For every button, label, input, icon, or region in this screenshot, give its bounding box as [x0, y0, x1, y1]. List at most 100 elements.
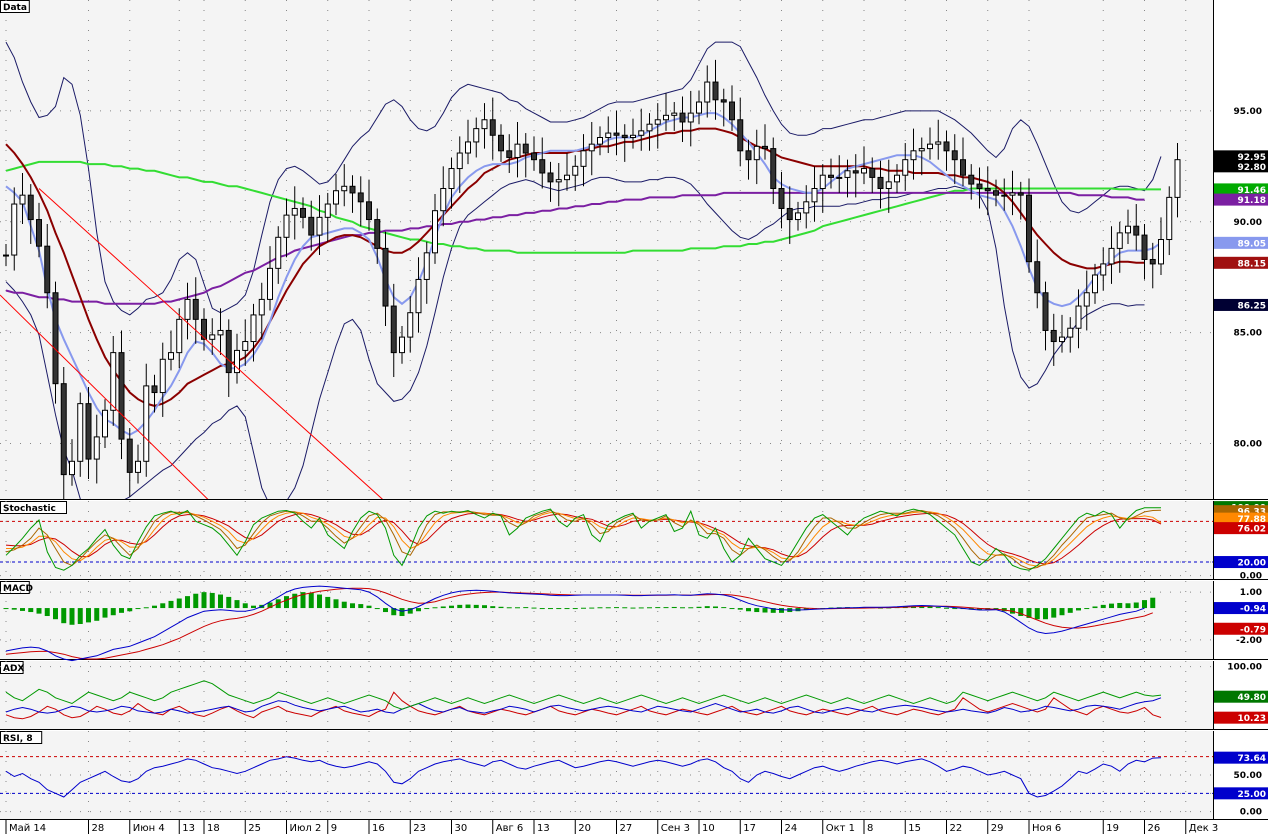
candle-up	[894, 174, 900, 183]
date-label: 22	[950, 823, 963, 834]
macd-histogram-bar	[234, 600, 240, 609]
candle-down	[366, 201, 372, 221]
stochastic-value-tag-label: 76.02	[1238, 525, 1266, 535]
adx-line	[5, 697, 1162, 714]
price-value-tag-label: 89.05	[1238, 239, 1266, 249]
macd-histogram-bar	[696, 606, 702, 609]
candle-down	[720, 99, 727, 103]
candle-up	[1009, 192, 1016, 196]
candle-down	[778, 188, 785, 209]
candle-up	[918, 148, 925, 152]
macd-histogram-bar	[317, 594, 322, 609]
candle-down	[300, 207, 306, 218]
stochastic-title: Stochastic	[3, 504, 56, 514]
macd-histogram-bar	[185, 596, 190, 609]
adx-plot-bg	[0, 661, 1213, 729]
price-value-tag-label: 86.25	[1238, 301, 1266, 311]
candle-down	[547, 172, 554, 183]
trendline-upper	[38, 188, 383, 499]
macd-histogram-bar	[977, 608, 982, 610]
candle-up	[250, 314, 257, 343]
candle-up	[242, 341, 249, 351]
candle-up	[407, 312, 414, 338]
candle-up	[399, 336, 405, 354]
date-label: 28	[92, 823, 105, 834]
series-layer	[0, 41, 1181, 798]
candle-up	[704, 81, 711, 103]
candle-up	[819, 174, 826, 190]
stochastic-line-orange	[6, 511, 1162, 567]
candle-up	[267, 267, 273, 300]
candle-down	[1141, 234, 1148, 260]
macd-histogram-bar	[721, 607, 727, 609]
candle-up	[1125, 225, 1131, 234]
macd-histogram-bar	[1051, 608, 1057, 618]
macd-histogram-bar	[754, 608, 760, 613]
rsi-plot-bg	[0, 731, 1213, 819]
candle-down	[36, 219, 42, 247]
candle-down	[960, 159, 966, 176]
candle-up	[1174, 159, 1181, 198]
candle-up	[415, 278, 422, 314]
candle-down	[118, 352, 125, 440]
rsi-value-tag-label: 73.64	[1238, 754, 1266, 764]
candle-up	[671, 112, 678, 116]
candle-down	[679, 112, 686, 123]
candle-down	[225, 329, 232, 374]
macd-axis-bg	[1213, 581, 1268, 659]
candle-up	[597, 137, 603, 145]
macd-histogram-bar	[729, 608, 735, 610]
date-label: Авг 6	[496, 823, 524, 834]
macd-histogram-bar	[333, 599, 339, 609]
candle-down	[27, 194, 34, 221]
price-value-tag	[1214, 193, 1268, 206]
date-label: Июл 2	[290, 823, 322, 834]
candle-up	[844, 170, 851, 178]
candle-up	[630, 134, 636, 139]
macd-histogram-bar	[432, 607, 438, 609]
macd-value-tag	[1214, 602, 1268, 615]
candle-up	[324, 203, 331, 218]
macd-histogram-bar	[770, 608, 776, 613]
adx-value-tag-label: 49.80	[1238, 693, 1266, 703]
date-label: 10	[702, 823, 715, 834]
date-label: 18	[207, 823, 220, 834]
date-label: 19	[1106, 823, 1119, 834]
price-plot-bg	[0, 0, 1213, 499]
macd-line	[5, 585, 1145, 662]
candle-up	[159, 358, 166, 394]
macd-histogram-bar	[581, 607, 586, 609]
macd-histogram-bar	[218, 594, 223, 609]
candle-down	[621, 134, 628, 139]
date-label: 13	[182, 823, 195, 834]
macd-histogram-bar	[1092, 606, 1098, 609]
candle-up	[168, 352, 174, 360]
price-value-tag	[1214, 256, 1268, 269]
macd-histogram-bar	[449, 605, 454, 609]
candle-up	[19, 194, 26, 205]
macd-histogram-bar	[44, 608, 50, 617]
macd-histogram-bar	[201, 592, 207, 609]
adx-title-box	[0, 661, 24, 674]
macd-histogram-bar	[952, 608, 958, 610]
price-value-tag	[1214, 160, 1268, 173]
candle-down	[729, 101, 735, 121]
macd-histogram-bar	[614, 607, 619, 609]
macd-histogram-bar	[498, 606, 504, 609]
macd-histogram-bar	[1018, 608, 1024, 617]
candle-down	[745, 150, 752, 161]
macd-histogram-bar	[935, 607, 941, 609]
macd-histogram-bar	[407, 608, 413, 614]
candle-up	[753, 145, 760, 161]
candle-up	[135, 460, 141, 473]
macd-histogram-bar	[152, 605, 157, 609]
candle-up	[316, 216, 323, 236]
adx-tick-label: 100.00	[1227, 663, 1262, 673]
macd-histogram-bar	[1043, 608, 1048, 620]
candle-down	[126, 438, 133, 473]
date-label: 29	[991, 823, 1004, 834]
candle-down	[151, 385, 158, 394]
candle-down	[539, 159, 546, 174]
candle-down	[712, 81, 719, 101]
